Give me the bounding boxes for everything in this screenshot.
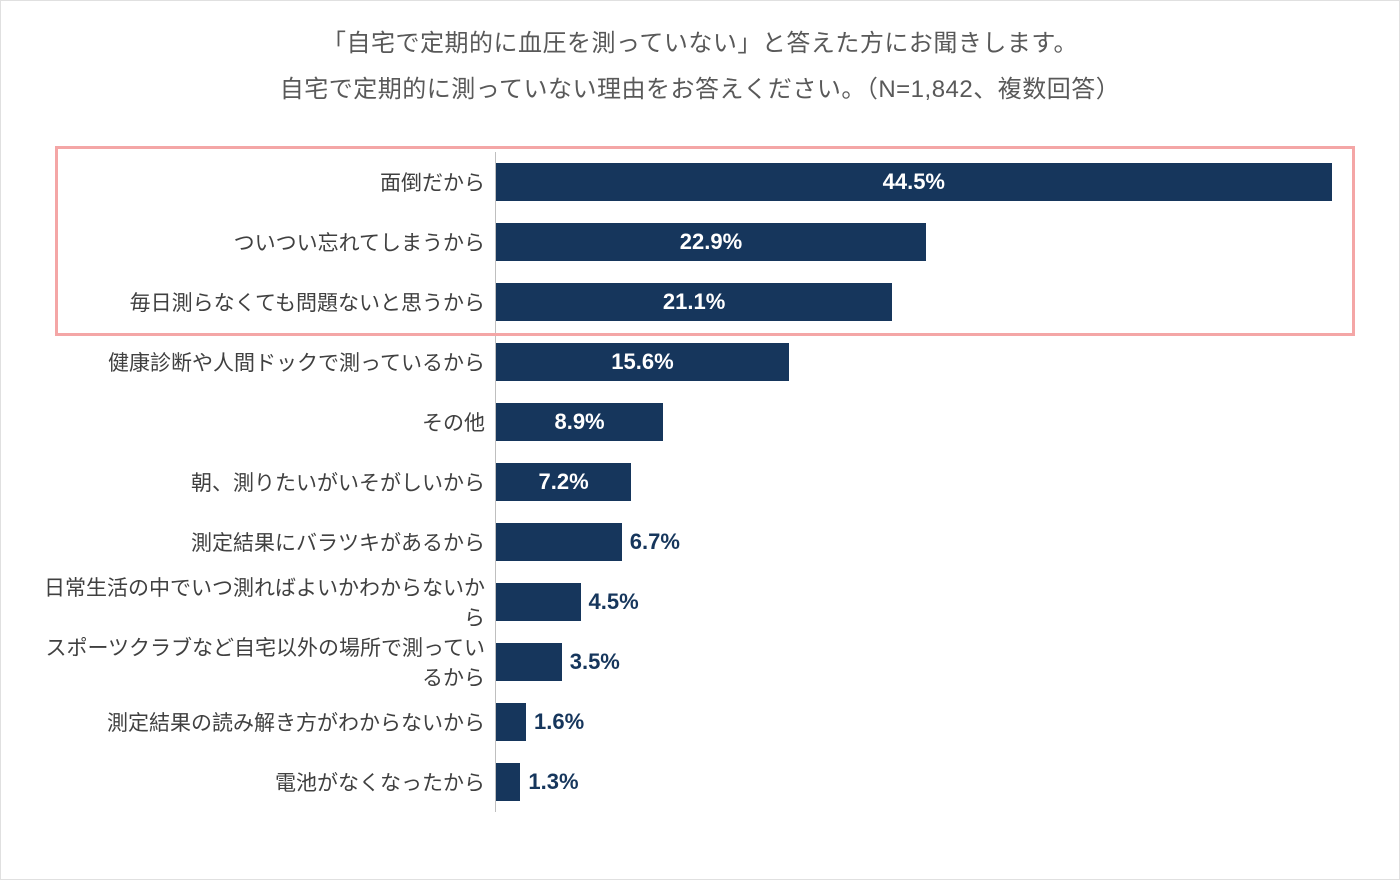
axis-cell: 1.6% — [495, 692, 1340, 752]
axis-cell: 3.5% — [495, 632, 1340, 692]
bar-row: 測定結果にバラツキがあるから 6.7% — [40, 512, 1360, 572]
bar-rows: 面倒だから 44.5% ついつい忘れてしまうから 22.9% 毎日測らなくても問題ないと… — [40, 152, 1360, 812]
bar-row: 日常生活の中でいつ測ればよいかわからないから 4.5% — [40, 572, 1360, 632]
axis-cell: 15.6% — [495, 332, 1340, 392]
category-label: その他 — [40, 407, 495, 437]
bar-row: 測定結果の読み解き方がわからないから 1.6% — [40, 692, 1360, 752]
chart-title-line2: 自宅で定期的に測っていない理由をお答えください。（N=1,842、複数回答） — [31, 67, 1369, 113]
bar-row: 朝、測りたいがいそがしいから 7.2% — [40, 452, 1360, 512]
bar: 15.6% — [496, 343, 789, 381]
bar — [496, 763, 520, 801]
axis-cell: 44.5% — [495, 152, 1340, 212]
category-label: スポーツクラブなど自宅以外の場所で測っているから — [40, 632, 495, 692]
chart-title: 「自宅で定期的に血圧を測っていない」と答えた方にお聞きします。 自宅で定期的に測… — [31, 21, 1369, 112]
value-label: 44.5% — [883, 169, 945, 195]
axis-cell: 22.9% — [495, 212, 1340, 272]
value-label: 21.1% — [663, 289, 725, 315]
bar-row: 毎日測らなくても問題ないと思うから 21.1% — [40, 272, 1360, 332]
category-label: 朝、測りたいがいそがしいから — [40, 467, 495, 497]
value-label: 1.6% — [534, 709, 584, 735]
category-label: 電池がなくなったから — [40, 767, 495, 797]
bar: 44.5% — [496, 163, 1332, 201]
bar-row: 面倒だから 44.5% — [40, 152, 1360, 212]
bar — [496, 523, 622, 561]
category-label: 日常生活の中でいつ測ればよいかわからないから — [40, 572, 495, 632]
axis-cell: 8.9% — [495, 392, 1340, 452]
axis-cell: 21.1% — [495, 272, 1340, 332]
category-label: 毎日測らなくても問題ないと思うから — [40, 287, 495, 317]
bar-row: その他 8.9% — [40, 392, 1360, 452]
category-label: 面倒だから — [40, 167, 495, 197]
bar — [496, 583, 581, 621]
axis-cell: 6.7% — [495, 512, 1340, 572]
axis-cell: 7.2% — [495, 452, 1340, 512]
value-label: 7.2% — [539, 469, 589, 495]
value-label: 4.5% — [589, 589, 639, 615]
value-label: 1.3% — [528, 769, 578, 795]
category-label: ついつい忘れてしまうから — [40, 227, 495, 257]
value-label: 22.9% — [680, 229, 742, 255]
category-label: 健康診断や人間ドックで測っているから — [40, 347, 495, 377]
bar-row: ついつい忘れてしまうから 22.9% — [40, 212, 1360, 272]
bar: 21.1% — [496, 283, 892, 321]
chart-title-line1: 「自宅で定期的に血圧を測っていない」と答えた方にお聞きします。 — [31, 21, 1369, 67]
value-label: 15.6% — [611, 349, 673, 375]
bar — [496, 703, 526, 741]
bar-row: 健康診断や人間ドックで測っているから 15.6% — [40, 332, 1360, 392]
bar: 7.2% — [496, 463, 631, 501]
chart-area: 面倒だから 44.5% ついつい忘れてしまうから 22.9% 毎日測らなくても問題ないと… — [40, 152, 1360, 812]
category-label: 測定結果にバラツキがあるから — [40, 527, 495, 557]
axis-cell: 4.5% — [495, 572, 1340, 632]
category-label: 測定結果の読み解き方がわからないから — [40, 707, 495, 737]
axis-cell: 1.3% — [495, 752, 1340, 812]
bar-row: スポーツクラブなど自宅以外の場所で測っているから 3.5% — [40, 632, 1360, 692]
value-label: 6.7% — [630, 529, 680, 555]
value-label: 8.9% — [554, 409, 604, 435]
bar — [496, 643, 562, 681]
bar: 8.9% — [496, 403, 663, 441]
bar: 22.9% — [496, 223, 926, 261]
bar-row: 電池がなくなったから 1.3% — [40, 752, 1360, 812]
value-label: 3.5% — [570, 649, 620, 675]
